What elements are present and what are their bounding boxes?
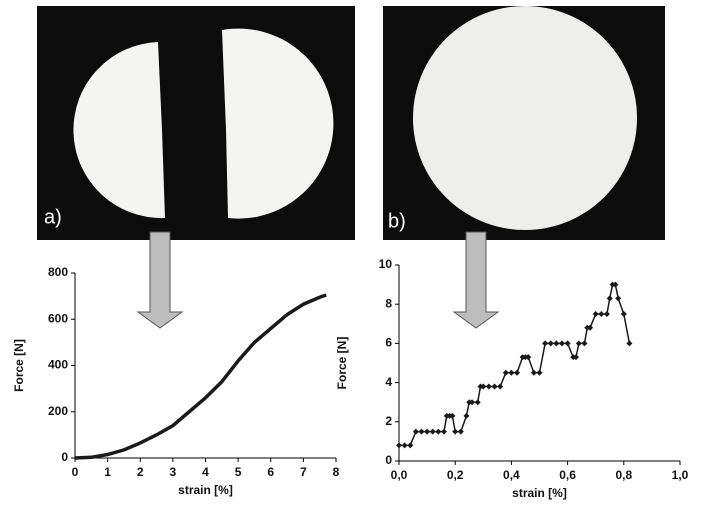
y-tick-label: 400 (48, 358, 68, 372)
data-point (587, 324, 594, 331)
panel-label: a) (44, 206, 62, 228)
data-point (435, 428, 442, 435)
data-point (497, 383, 504, 390)
data-point (564, 340, 571, 347)
data-point (553, 340, 560, 347)
data-point (542, 340, 549, 347)
x-tick-label: 0 (72, 465, 79, 479)
x-tick-label: 2 (137, 465, 144, 479)
y-tick-label: 0 (61, 450, 68, 464)
y-tick-label: 600 (48, 311, 68, 325)
data-point (612, 281, 619, 288)
data-point (502, 369, 509, 376)
data-point (558, 340, 565, 347)
y-tick-label: 8 (385, 296, 392, 310)
data-point (396, 442, 402, 449)
data-point (418, 428, 425, 435)
x-tick-label: 0,8 (615, 468, 632, 482)
x-tick-label: 4 (202, 465, 209, 479)
data-point (547, 340, 554, 347)
data-point (480, 383, 487, 390)
data-point (457, 428, 464, 435)
x-tick-label: 0,4 (503, 468, 520, 482)
y-tick-label: 800 (48, 265, 68, 279)
data-point (620, 311, 627, 317)
data-point (598, 311, 605, 317)
data-point (412, 428, 419, 435)
x-tick-label: 0,2 (447, 468, 464, 482)
sample-half (222, 28, 334, 219)
y-tick-label: 200 (48, 404, 68, 418)
x-axis-title: strain [%] (178, 483, 233, 497)
arrow (452, 231, 500, 329)
y-tick-label: 10 (379, 257, 393, 271)
data-point (469, 399, 476, 406)
data-point (581, 340, 588, 347)
data-point (485, 383, 492, 390)
data-point (452, 428, 459, 435)
data-point (463, 412, 470, 419)
data-point (440, 428, 447, 435)
arrow (136, 231, 184, 329)
y-axis-title: Force [N] (335, 337, 349, 390)
data-point (491, 383, 498, 390)
data-point (573, 354, 580, 361)
data-point (424, 428, 431, 435)
sample-disk (413, 6, 637, 230)
data-point (429, 428, 436, 435)
x-tick-label: 5 (235, 465, 242, 479)
data-point (525, 354, 532, 361)
data-point (606, 295, 613, 302)
x-tick-label: 1,0 (672, 468, 689, 482)
data-point (514, 369, 521, 376)
data-point (407, 442, 414, 449)
x-tick-label: 8 (333, 465, 340, 479)
data-point (575, 340, 582, 347)
data-point (401, 442, 408, 449)
data-point (449, 412, 456, 419)
y-tick-label: 0 (385, 453, 392, 467)
data-point (530, 369, 537, 376)
y-tick-label: 4 (385, 375, 392, 389)
data-point (536, 369, 543, 376)
data-line (399, 283, 631, 447)
x-tick-label: 0,0 (391, 468, 408, 482)
x-tick-label: 7 (300, 465, 307, 479)
y-tick-label: 6 (385, 336, 392, 350)
x-tick-label: 3 (170, 465, 177, 479)
data-point (626, 340, 633, 347)
x-tick-label: 0,6 (559, 468, 576, 482)
x-tick-label: 1 (104, 465, 111, 479)
data-point (592, 311, 599, 317)
data-point (508, 369, 515, 376)
data-line (74, 293, 327, 460)
x-axis-title: strain [%] (512, 486, 567, 500)
sample-half (73, 42, 165, 219)
y-axis-title: Force [N] (12, 339, 26, 392)
data-point (615, 295, 622, 302)
data-point (603, 311, 610, 317)
y-tick-label: 2 (385, 414, 392, 428)
data-point (474, 399, 481, 406)
panel-label: b) (388, 210, 406, 232)
x-tick-label: 6 (267, 465, 274, 479)
